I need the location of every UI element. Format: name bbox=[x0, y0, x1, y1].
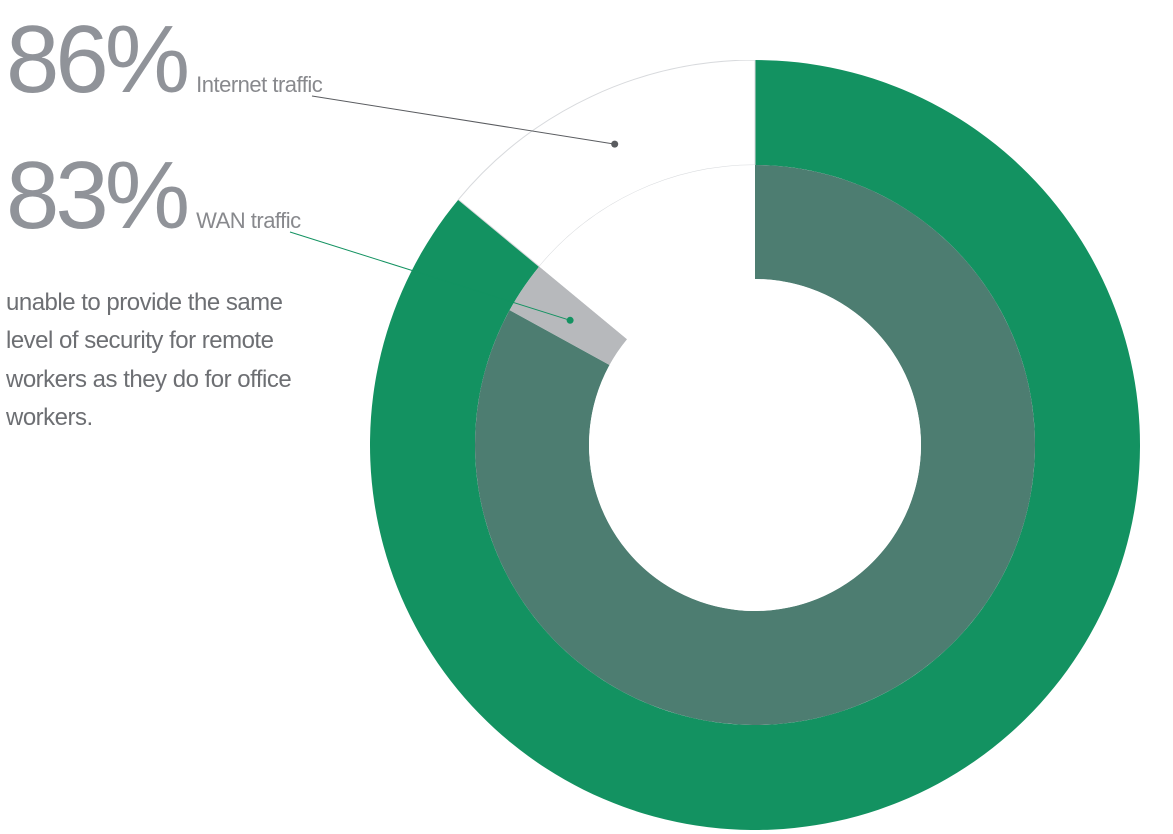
stat-percent: 83% bbox=[6, 148, 186, 244]
infographic-container: 86% Internet traffic 83% WAN traffic una… bbox=[0, 0, 1173, 834]
stat-label: Internet traffic bbox=[196, 72, 322, 98]
donut-svg bbox=[370, 60, 1140, 830]
stat-percent: 86% bbox=[6, 12, 186, 108]
concentric-donut-chart bbox=[370, 60, 1140, 830]
caption-text: unable to provide the same level of secu… bbox=[6, 284, 306, 438]
stat-label: WAN traffic bbox=[196, 208, 301, 234]
stat-internet-traffic: 86% Internet traffic bbox=[6, 12, 322, 108]
stat-wan-traffic: 83% WAN traffic bbox=[6, 148, 301, 244]
